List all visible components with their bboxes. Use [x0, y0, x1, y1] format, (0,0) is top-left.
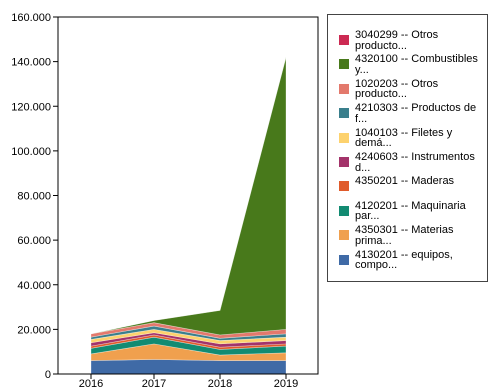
- legend-label: 4210303 -- Productos de f...: [355, 103, 480, 125]
- legend-swatch: [339, 254, 349, 265]
- plot-area-border: [57, 16, 319, 375]
- y-tick-label: 20.000: [17, 324, 51, 336]
- legend-label: 4350201 -- Maderas: [355, 176, 455, 188]
- legend-item: 3040299 -- Otros producto...: [339, 30, 487, 57]
- series-areas: [90, 57, 287, 375]
- legend-swatch: [339, 108, 349, 119]
- legend-item: 1020203 -- Otros producto...: [339, 78, 487, 106]
- y-tick-label: 0: [45, 369, 51, 381]
- plot-frame: [57, 16, 319, 375]
- legend-item: 4210303 -- Productos de f...: [339, 103, 487, 130]
- y-tick-label: 140.000: [11, 57, 51, 69]
- y-tick-label: 120.000: [11, 101, 51, 113]
- area-series-8: [90, 57, 287, 336]
- y-tick-label: 40.000: [17, 280, 51, 292]
- legend-swatch: [339, 83, 349, 94]
- legend-item: 4350201 -- Maderas: [339, 176, 487, 203]
- area-series-9: [90, 57, 287, 335]
- legend-swatch: [339, 157, 349, 167]
- legend-item: 4120201 -- Maquinaria par...: [339, 200, 487, 228]
- legend-label: 1020203 -- Otros producto...: [355, 78, 442, 101]
- legend-item: 4240603 -- Instrumentos d...: [339, 152, 487, 179]
- area-series-0: [90, 359, 287, 375]
- legend-label: 4320100 -- Combustibles y...: [355, 54, 481, 76]
- legend-item: 4320100 -- Combustibles y...: [339, 54, 487, 81]
- legend-swatch: [339, 35, 349, 45]
- legend-swatch: [339, 230, 349, 241]
- legend-label: 4130201 -- equipos, compo...: [355, 249, 456, 272]
- legend-label: 1040103 -- Filetes y demá...: [355, 127, 456, 150]
- legend-label: 4120201 -- Maquinaria par...: [355, 200, 469, 223]
- legend-swatch: [339, 132, 349, 143]
- legend-swatch: [339, 181, 349, 192]
- legend-item: 4350301 -- Materias prima...: [339, 225, 487, 252]
- y-tick-label: 100.000: [11, 146, 51, 158]
- legend-label: 3040299 -- Otros producto...: [355, 30, 442, 52]
- y-tick-label: 60.000: [17, 235, 51, 247]
- legend-swatch: [339, 205, 349, 216]
- legend-label: 4240603 -- Instrumentos d...: [355, 152, 478, 174]
- x-tick-label: 2018: [208, 378, 232, 388]
- legend-label: 4350301 -- Materias prima...: [355, 225, 457, 247]
- legend-item: 1040103 -- Filetes y demá...: [339, 127, 487, 155]
- legend-swatch: [339, 59, 349, 70]
- x-tick-label: 2016: [79, 378, 103, 388]
- legend-item: 4130201 -- equipos, compo...: [339, 249, 487, 277]
- x-tick-label: 2019: [274, 378, 298, 388]
- y-tick-label: 80.000: [17, 191, 51, 203]
- y-tick-label: 160.000: [11, 12, 51, 24]
- legend: 3040299 -- Otros producto... 4320100 -- C…: [327, 14, 488, 282]
- x-axis: 2016 2017 2018 2019: [79, 374, 298, 388]
- y-axis: 0 20.000 40.000 60.000 80.000 100.000 120.000 1…: [11, 12, 58, 381]
- x-tick-label: 2017: [142, 378, 166, 388]
